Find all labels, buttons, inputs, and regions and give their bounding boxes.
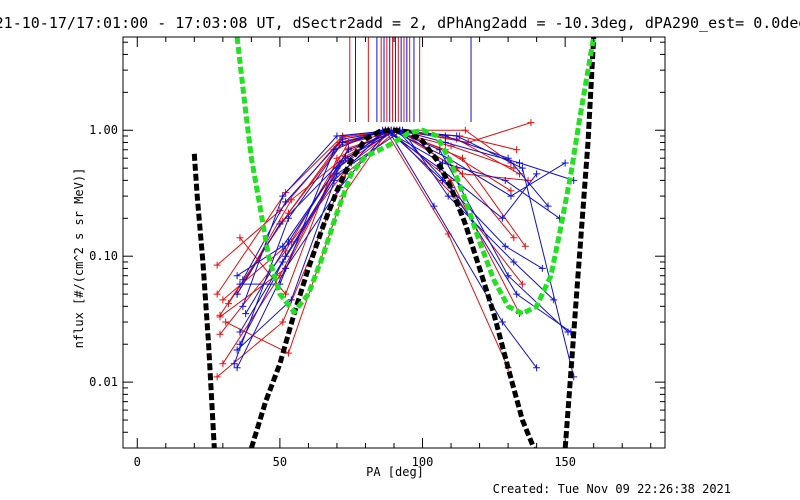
- series-point-19-2: [344, 146, 352, 154]
- series-point-22-1: [287, 296, 295, 304]
- series-point-15-5: [507, 192, 515, 200]
- green-fit-curve-3: [234, 37, 597, 317]
- series-point-16-1: [279, 192, 287, 200]
- chart-title: 2021-10-17/17:01:00 - 17:03:08 UT, dSect…: [0, 14, 800, 32]
- x-axis-label: PA [deg]: [366, 465, 424, 479]
- series-line-3: [216, 129, 526, 378]
- series-point-19-0: [242, 310, 250, 318]
- series-point-16-0: [239, 302, 247, 310]
- series-point-21-4: [453, 132, 461, 140]
- series-point-20-0: [236, 340, 244, 348]
- series-point-7-0: [236, 234, 244, 242]
- series-line-19: [245, 129, 574, 314]
- series-point-21-2: [339, 135, 347, 143]
- series-point-19-1: [284, 238, 292, 246]
- series-point-14-2: [330, 146, 338, 154]
- y-tick-label-0.10: 0.10: [89, 249, 118, 263]
- series-point-22-0: [233, 346, 241, 354]
- series-point-22-4: [444, 192, 452, 200]
- series-point-14-5: [504, 154, 512, 162]
- series-line-14: [240, 129, 549, 285]
- series-line-5: [222, 129, 515, 301]
- series-point-12-5: [498, 214, 506, 222]
- series-point-14-4: [441, 132, 449, 140]
- series-point-18-6: [533, 364, 541, 372]
- series-point-4-0: [216, 313, 224, 321]
- series-line-9: [216, 129, 512, 266]
- series-point-3-1: [279, 318, 287, 326]
- series-point-19-5: [516, 159, 524, 167]
- series-point-15-6: [561, 159, 569, 167]
- y-tick-label-0.01: 0.01: [89, 375, 118, 389]
- series-point-5-5: [510, 234, 518, 242]
- series-point-12-1: [279, 242, 287, 250]
- x-tick-label-0: 0: [134, 455, 141, 469]
- series-point-6-1: [284, 349, 292, 357]
- series-point-13-5: [501, 242, 509, 250]
- series-point-9-4: [461, 126, 469, 134]
- series-point-14-6: [544, 202, 552, 210]
- series-point-3-4: [458, 154, 466, 162]
- series-point-17-5: [513, 290, 521, 298]
- series-point-6-0: [222, 318, 230, 326]
- x-tick-label-50: 50: [273, 455, 287, 469]
- series-point-7-5: [518, 280, 526, 288]
- series-point-13-0: [233, 364, 241, 372]
- series-point-2-0: [219, 360, 227, 368]
- series-point-18-4: [430, 202, 438, 210]
- series-point-21-1: [282, 198, 290, 206]
- series-point-22-5: [510, 258, 518, 266]
- series-point-15-0: [230, 360, 238, 368]
- series-point-8-5: [513, 146, 521, 154]
- x-tick-label-150: 150: [554, 455, 576, 469]
- series-point-11-4: [458, 170, 466, 178]
- series-point-20-1: [279, 258, 287, 266]
- y-tick-label-1.00: 1.00: [89, 123, 118, 137]
- series-point-17-1: [282, 252, 290, 260]
- x-tick-label-100: 100: [412, 455, 434, 469]
- series-point-5-0: [219, 296, 227, 304]
- y-axis-label: nflux [#/(cm^2 s sr MeV)]: [72, 168, 86, 349]
- series-point-7-1: [282, 290, 290, 298]
- plot-area: 0 50 100 150 0.01 0.10 1.00: [89, 36, 666, 469]
- plot-inner: [191, 37, 597, 448]
- footer-created: Created: Tue Nov 09 22:26:38 2021: [493, 482, 731, 496]
- series-point-22-2: [333, 170, 341, 178]
- black-fit-curve-1: [249, 127, 537, 448]
- series-point-3-5: [521, 242, 529, 250]
- series-point-9-0: [213, 261, 221, 269]
- series-point-10-0: [216, 330, 224, 338]
- black-fit-curve-2: [562, 37, 597, 448]
- series-point-13-6: [538, 264, 546, 272]
- black-fit-curve-0: [191, 153, 217, 448]
- series-point-17-0: [236, 328, 244, 336]
- series-point-20-5: [501, 176, 509, 184]
- series-point-18-0: [233, 290, 241, 298]
- series-point-18-1: [276, 220, 284, 228]
- series-point-18-5: [498, 318, 506, 326]
- series-point-21-5: [518, 164, 526, 172]
- series-point-3-0: [213, 373, 221, 381]
- series-point-22-6: [550, 296, 558, 304]
- series-point-4-5: [527, 119, 535, 127]
- series-point-0-0: [213, 290, 221, 298]
- series-point-16-2: [333, 132, 341, 140]
- series-point-11-0: [225, 300, 233, 308]
- series-point-12-0: [233, 272, 241, 280]
- series-point-21-0: [239, 276, 247, 284]
- series-point-12-6: [533, 170, 541, 178]
- series-point-14-0: [236, 280, 244, 288]
- series-line-6: [225, 129, 520, 354]
